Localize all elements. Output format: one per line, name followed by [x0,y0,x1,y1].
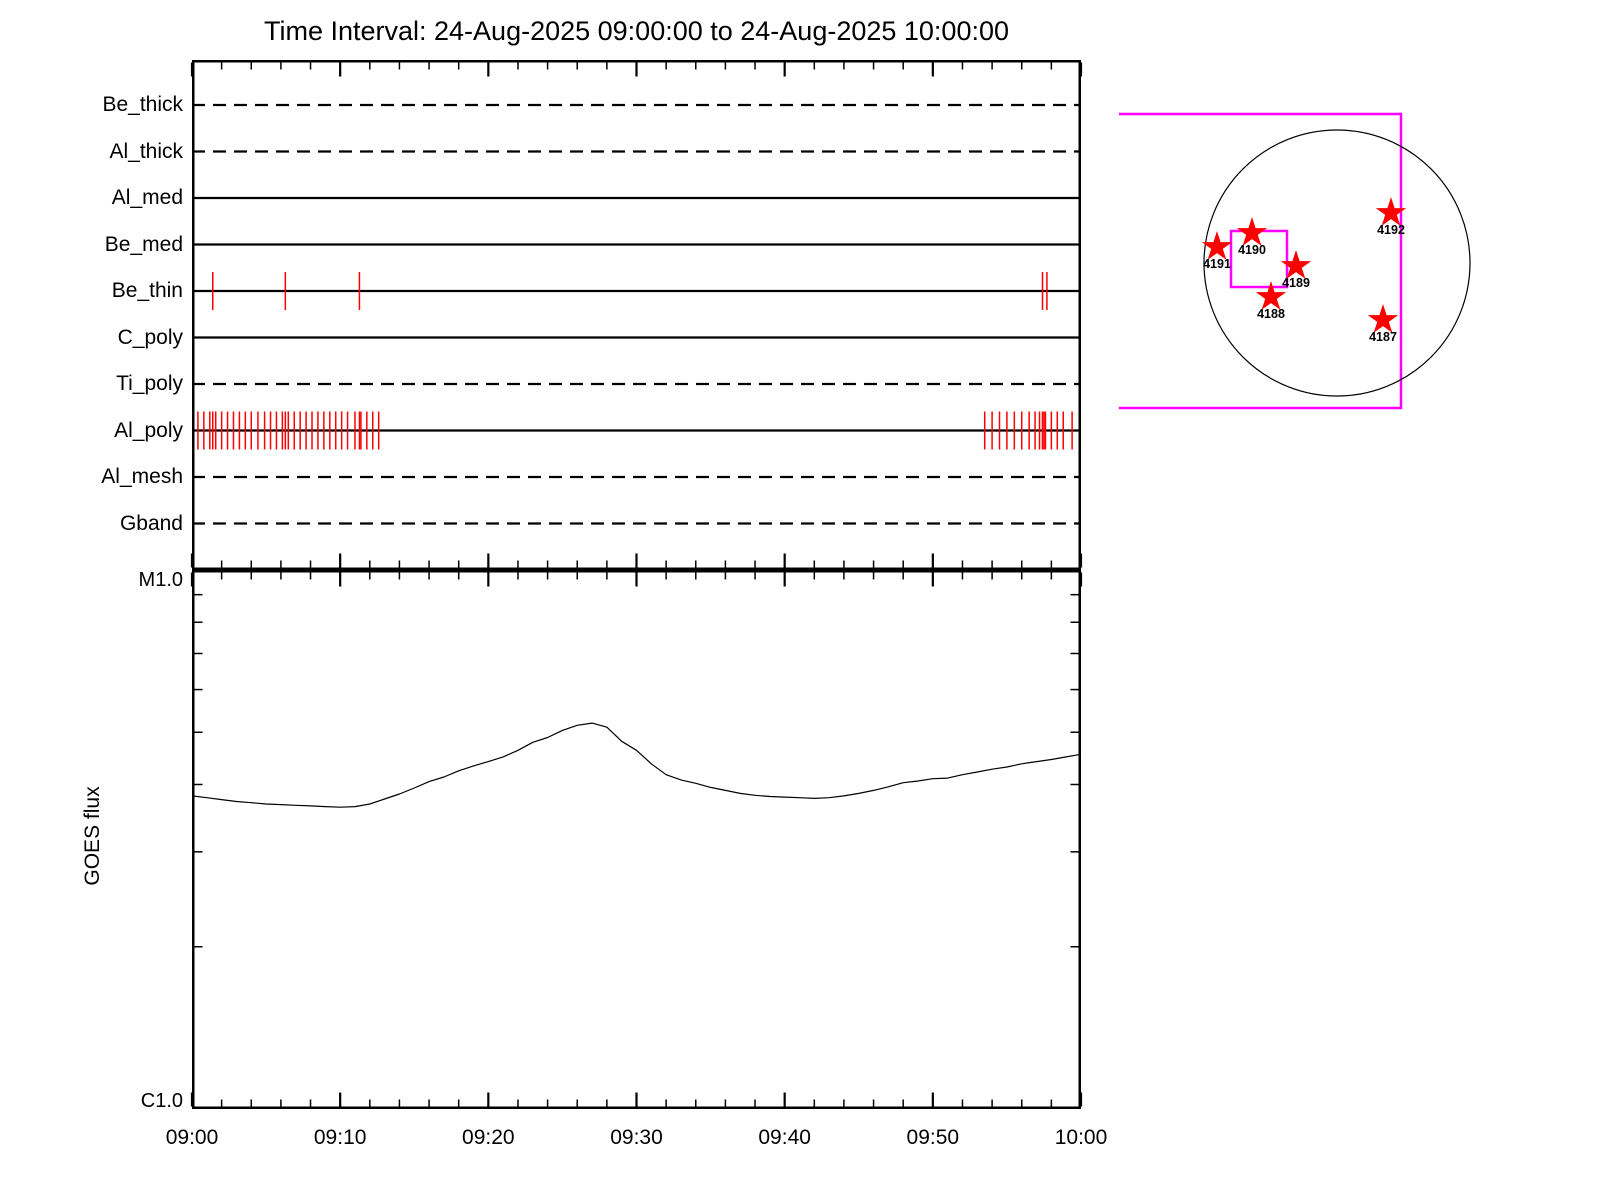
time-label-0930: 09:30 [610,1126,663,1149]
active-region-label-4192: 4192 [1377,223,1405,237]
filter-label-Al_med: Al_med [111,186,183,209]
time-label-0940: 09:40 [758,1126,811,1149]
active-region-star-4188 [1255,281,1287,310]
filter-label-Al_poly: Al_poly [114,418,183,442]
active-region-label-4187: 4187 [1369,330,1397,344]
filter-label-Be_thick: Be_thick [102,93,183,116]
active-region-star-4191 [1201,231,1233,260]
filter-label-Gband: Gband [119,511,183,535]
filter-label-C_poly: C_poly [117,325,183,349]
goes-yaxis-bottom-label: C1.0 [140,1090,183,1112]
active-region-label-4189: 4189 [1282,276,1310,290]
goes-panel-border [192,570,1081,1109]
active-region-label-4188: 4188 [1257,307,1285,321]
goes-yaxis-top-label: M1.0 [138,569,183,591]
filter-label-Be_med: Be_med [104,232,183,256]
xrt-fov-box [1119,112,1403,410]
solar-disk-chart: 4187 4188 4189 4190 4191 4192 [1119,112,1471,410]
time-label-0920: 09:20 [462,1126,515,1149]
filter-label-Al_thick: Al_thick [109,139,183,163]
time-label-0900: 09:00 [165,1126,219,1149]
time-label-0910: 09:10 [313,1126,367,1149]
filter-label-Ti_poly: Ti_poly [116,372,183,395]
time-label-0950: 09:50 [906,1126,960,1149]
filter-panel-border [192,60,1081,570]
filter-label-Al_mesh: Al_mesh [101,465,183,488]
filter-label-Be_thin: Be_thin [111,279,183,302]
time-label-1000: 10:00 [1054,1126,1108,1149]
active-region-label-4190: 4190 [1238,243,1266,257]
active-region-star-4192 [1375,197,1407,226]
goes-axis-title: GOES flux [81,786,104,886]
active-region-label-4191: 4191 [1203,257,1231,271]
chart-title: Time Interval: 24-Aug-2025 09:00:00 to 2… [263,16,1009,46]
active-region-star-4187 [1367,304,1399,333]
goes-flux-curve [191,722,1082,808]
active-region-star-4190 [1236,217,1268,246]
filter-exposure-panel [190,60,1083,570]
active-region-star-4189 [1280,250,1312,279]
solar-limb-circle [1203,129,1471,397]
goes-flux-panel [190,570,1083,1109]
